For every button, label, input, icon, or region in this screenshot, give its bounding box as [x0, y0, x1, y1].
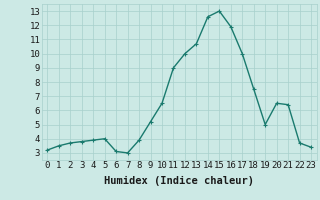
- X-axis label: Humidex (Indice chaleur): Humidex (Indice chaleur): [104, 176, 254, 186]
